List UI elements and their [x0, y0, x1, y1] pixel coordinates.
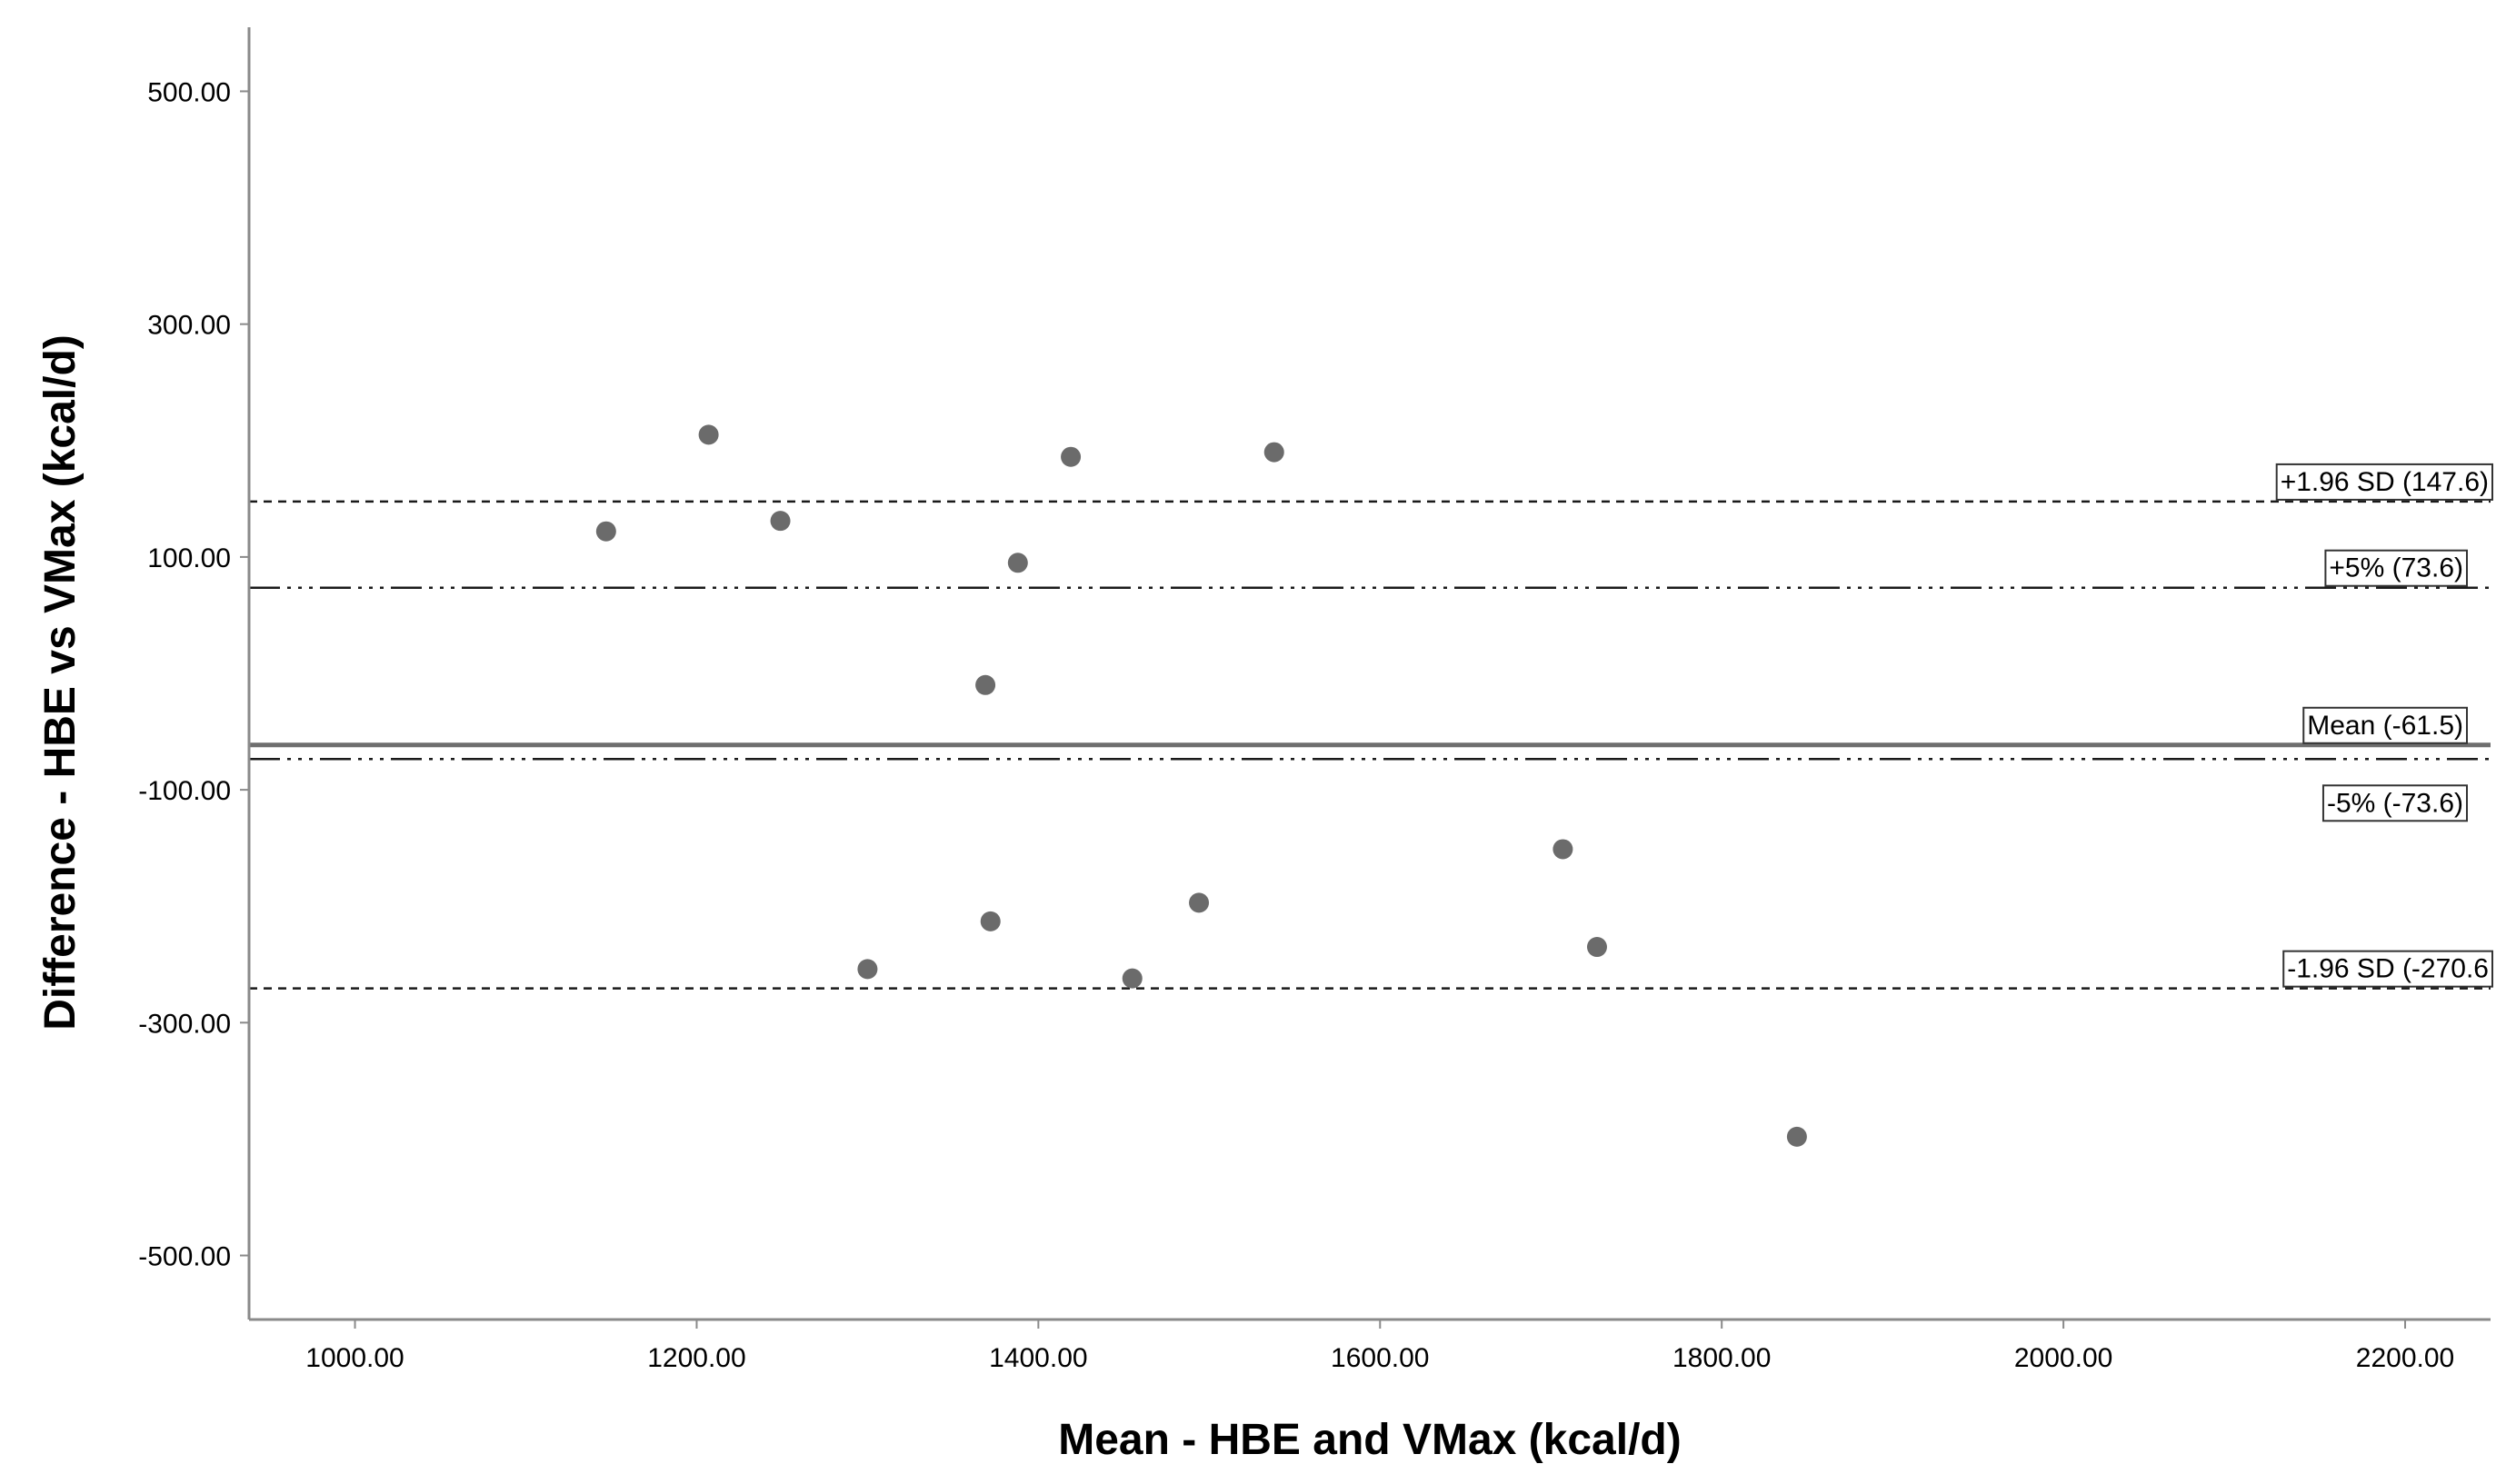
- reference-label-box: [2275, 463, 2493, 501]
- y-tick-label: -300.00: [138, 1009, 231, 1039]
- reference-label-box: [2282, 950, 2493, 988]
- data-points: [595, 424, 1807, 1147]
- reference-label-lower-loa: -1.96 SD (-270.6: [2282, 950, 2493, 988]
- y-tick-label: -100.00: [138, 776, 231, 806]
- x-tick-label: 1200.00: [647, 1343, 745, 1373]
- reference-label-box: [2321, 784, 2468, 822]
- x-tick-label: 1800.00: [1672, 1343, 1771, 1373]
- reference-label-box: [2324, 549, 2468, 587]
- x-tick-label: 2200.00: [2356, 1343, 2454, 1373]
- data-point: [1189, 892, 1210, 913]
- data-point: [595, 521, 616, 542]
- data-point: [857, 959, 878, 980]
- y-tick-label: 300.00: [147, 311, 231, 341]
- x-tick-label: 1000.00: [305, 1343, 404, 1373]
- reference-label-text: -5% (-73.6): [2327, 788, 2463, 818]
- data-point: [980, 911, 1001, 931]
- data-point: [1263, 442, 1284, 463]
- reference-label-plus-5pct: +5% (73.6): [2324, 549, 2468, 587]
- reference-label-text: +1.96 SD (147.6): [2281, 467, 2489, 497]
- data-point: [698, 424, 719, 445]
- reference-label-upper-loa: +1.96 SD (147.6): [2275, 463, 2493, 501]
- reference-label-text: +5% (73.6): [2329, 553, 2463, 583]
- reference-label-box: [2302, 706, 2468, 744]
- y-axis-title: Difference - HBE vs VMax (kcal/d): [36, 334, 85, 1031]
- axes: 500.00 300.00 100.00 -100.00 -300.00 -500.00 1…: [138, 27, 2491, 1373]
- y-tick-label: -500.00: [138, 1242, 231, 1272]
- data-point: [1122, 968, 1143, 989]
- data-point: [770, 511, 791, 532]
- x-axis-title: Mean - HBE and VMax (kcal/d): [1058, 1416, 1681, 1464]
- data-point: [1786, 1126, 1807, 1147]
- y-tick-label: 500.00: [147, 77, 231, 107]
- reference-label-text: -1.96 SD (-270.6: [2287, 954, 2489, 984]
- data-point: [1586, 937, 1607, 958]
- reference-labels: +1.96 SD (147.6) +5% (73.6) Mean (-61.5) -5…: [2275, 463, 2493, 988]
- x-tick-label: 2000.00: [2014, 1343, 2112, 1373]
- data-point: [975, 674, 996, 695]
- reference-label-text: Mean (-61.5): [2307, 711, 2463, 741]
- reference-lines: [249, 500, 2491, 990]
- data-point: [1061, 446, 1082, 467]
- data-point: [1553, 839, 1573, 860]
- data-point: [1007, 553, 1028, 573]
- y-tick-label: 100.00: [147, 543, 231, 573]
- x-tick-label: 1600.00: [1331, 1343, 1429, 1373]
- reference-label-minus-5pct: -5% (-73.6): [2321, 784, 2468, 822]
- x-tick-label: 1400.00: [989, 1343, 1087, 1373]
- reference-label-mean: Mean (-61.5): [2302, 706, 2468, 744]
